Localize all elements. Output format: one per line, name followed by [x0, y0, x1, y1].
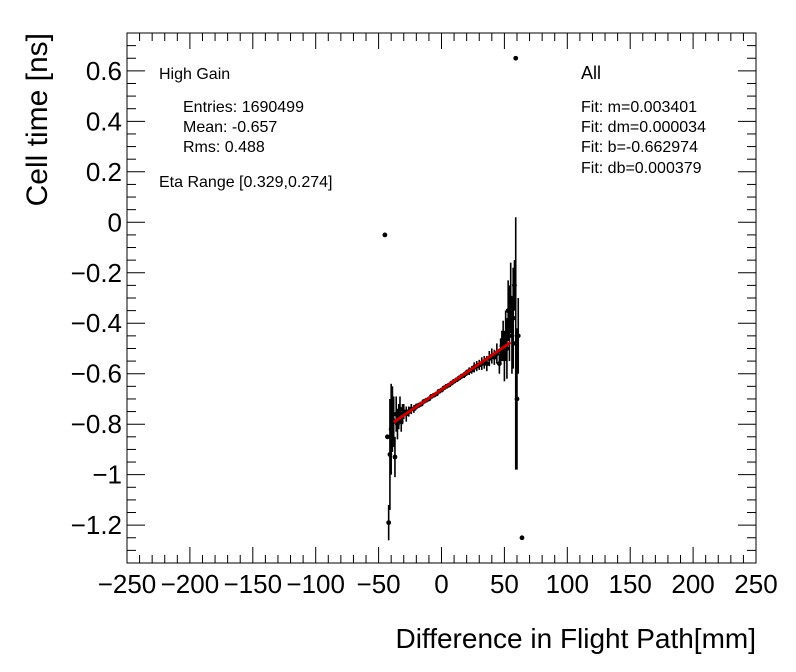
x-tick-label: 250: [734, 569, 777, 599]
point-marker: [514, 396, 520, 402]
fit-m-stat: Fit: m=0.003401: [581, 99, 697, 116]
y-tick-label: 0.2: [86, 157, 122, 187]
point-marker: [519, 535, 525, 541]
rms-stat: Rms: 0.488: [183, 139, 265, 156]
point-marker: [510, 315, 516, 321]
data-points: [382, 55, 525, 541]
x-tick-label: −150: [224, 569, 283, 599]
x-tick-labels: −250 −200 −150 −100 −50 0 50 100 150 200 250: [98, 569, 778, 599]
x-tick-label: 0: [434, 569, 448, 599]
y-tick-label: 0.6: [86, 56, 122, 86]
y-tick-label: −1.2: [71, 510, 122, 540]
x-axis-label: Difference in Flight Path[mm]: [395, 623, 756, 654]
x-tick-label: 50: [490, 569, 519, 599]
gain-label: High Gain: [159, 66, 230, 83]
data-point: [513, 55, 519, 61]
category-label: All: [581, 63, 601, 83]
y-tick-label: −0.6: [71, 359, 122, 389]
fit-b-stat: Fit: b=-0.662974: [581, 139, 698, 156]
data-point: [392, 436, 398, 478]
x-tick-label: 150: [609, 569, 652, 599]
x-tick-label: −100: [286, 569, 345, 599]
mean-stat: Mean: -0.657: [183, 119, 277, 136]
y-axis-label: Cell time [ns]: [21, 33, 54, 206]
data-point: [515, 298, 521, 374]
data-point: [519, 535, 525, 541]
point-marker: [382, 232, 388, 238]
point-marker: [484, 361, 490, 367]
x-tick-label: −50: [357, 569, 401, 599]
point-marker: [392, 454, 398, 460]
y-tick-labels: 0.6 0.4 0.2 0 −0.2 −0.4 −0.6 −0.8 −1 −1.2: [71, 56, 122, 540]
data-point: [386, 504, 392, 541]
x-tick-label: 200: [671, 569, 714, 599]
y-tick-label: 0.4: [86, 106, 122, 136]
fit-line: [392, 341, 512, 424]
data-point: [514, 328, 520, 470]
point-marker: [397, 406, 403, 412]
point-marker: [386, 520, 392, 526]
y-tick-label: −0.4: [71, 308, 122, 338]
x-tick-label: −250: [98, 569, 157, 599]
point-marker: [385, 434, 390, 440]
point-marker: [513, 55, 519, 61]
axis-ticks: [126, 32, 757, 564]
y-tick-label: −0.8: [71, 409, 122, 439]
point-marker: [515, 333, 521, 339]
x-tick-label: −200: [161, 569, 220, 599]
entries-stat: Entries: 1690499: [183, 99, 304, 116]
x-tick-label: 100: [546, 569, 589, 599]
y-tick-label: −0.2: [71, 258, 122, 288]
y-tick-label: 0: [108, 207, 122, 237]
fit-line-group: [392, 341, 512, 424]
data-point: [385, 434, 390, 440]
y-tick-label: −1: [92, 460, 122, 490]
data-point: [382, 232, 388, 238]
fit-dm-stat: Fit: dm=0.000034: [581, 119, 706, 136]
eta-range-label: Eta Range [0.329,0.274]: [159, 174, 332, 191]
fit-db-stat: Fit: db=0.000379: [581, 160, 702, 177]
